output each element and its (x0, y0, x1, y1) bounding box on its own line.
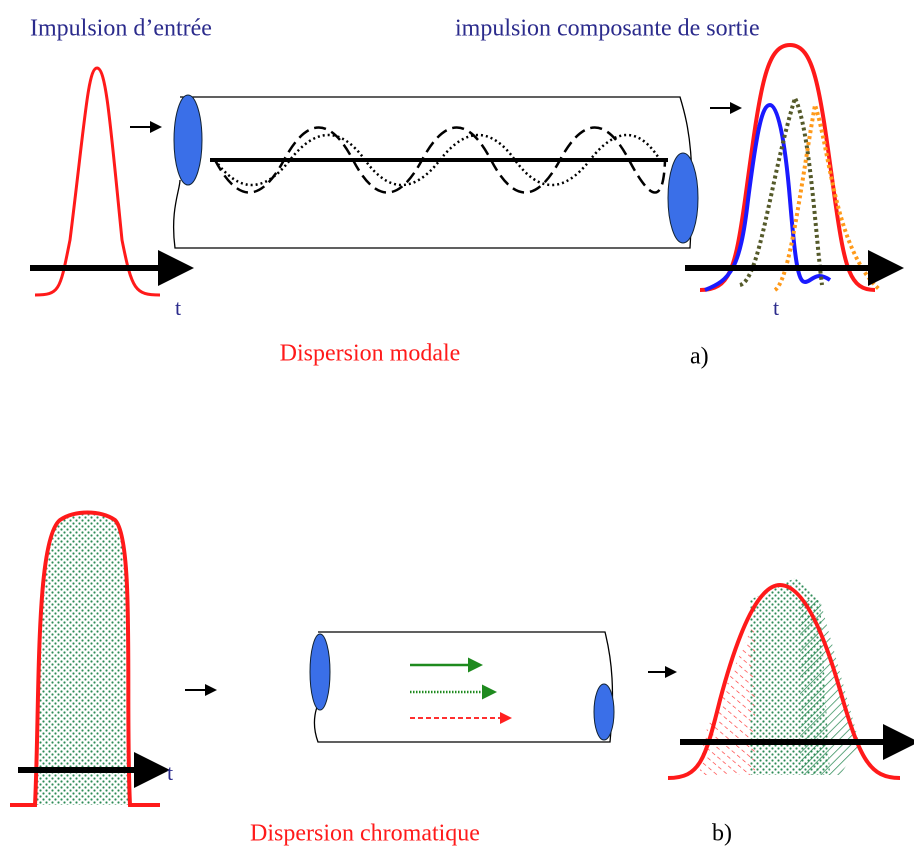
fiber (172, 94, 699, 249)
output-label: impulsion composante de sortie (455, 16, 760, 42)
axis-label: t (773, 295, 779, 320)
caption: Dispersion chromatique (250, 821, 480, 847)
axis-label: t (167, 760, 173, 785)
output-pulses (699, 42, 882, 292)
input-pulse (10, 510, 160, 807)
output-pulse (667, 578, 901, 780)
axis-label: t (175, 295, 181, 320)
input-pulse (34, 66, 161, 297)
input-label: Impulsion d’entrée (30, 16, 212, 42)
fiber (309, 631, 615, 743)
caption: Dispersion modale (280, 341, 461, 367)
panel-tag: a) (690, 344, 709, 370)
panel-tag: b) (712, 821, 732, 847)
